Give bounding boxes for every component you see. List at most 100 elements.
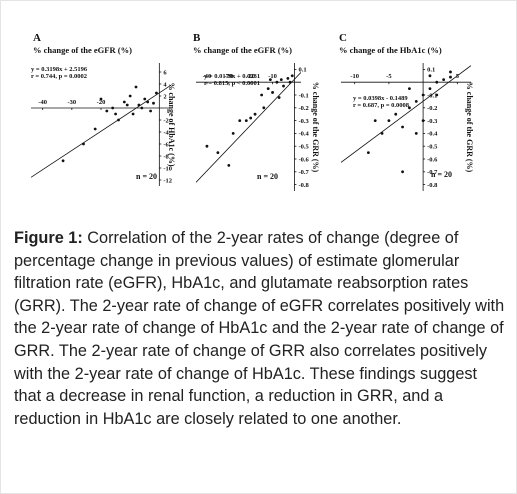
data-point [137, 103, 141, 107]
data-point [125, 103, 129, 107]
data-point [421, 119, 425, 122]
panel-letter: B [193, 32, 201, 44]
x-tick-label: -30 [224, 73, 233, 80]
data-point [205, 144, 209, 148]
data-point [105, 109, 109, 113]
data-point [414, 132, 418, 135]
data-point [428, 74, 432, 78]
data-point [266, 87, 270, 90]
x-axis-label: % change of the eGFR (%) [33, 45, 132, 55]
sample-size: n = 20 [257, 172, 278, 181]
y-tick-label: -0.5 [427, 144, 438, 151]
data-point [249, 116, 253, 120]
x-tick-label: -5 [386, 73, 392, 80]
data-point [282, 84, 285, 88]
regression-stats: r = 0.744, p = 0.0002 [31, 73, 87, 80]
y-tick-label: 2 [163, 93, 166, 100]
data-point [275, 80, 279, 84]
sample-size: n = 20 [136, 172, 157, 181]
y-tick-label: -0.7 [298, 169, 309, 176]
data-point [401, 125, 404, 129]
data-point [279, 78, 283, 82]
y-tick-label: -0.4 [298, 131, 309, 138]
data-point [366, 151, 370, 155]
y-tick-label: -0.3 [427, 118, 438, 125]
y-tick-label: -0.7 [427, 169, 438, 176]
sample-size: n = 20 [431, 170, 452, 179]
data-point [408, 106, 411, 110]
y-axis-label: % change of the GRR (%) [311, 82, 320, 173]
y-tick-label: -0.3 [298, 118, 309, 125]
data-point [435, 80, 439, 84]
y-tick-label: 6 [163, 69, 167, 76]
x-axis-label: % change of the HbA1c (%) [339, 45, 442, 55]
y-tick-label: -6 [163, 141, 169, 148]
data-point [449, 70, 452, 74]
caption-label: Figure 1: [14, 229, 83, 247]
y-tick-label: -0.2 [427, 105, 437, 112]
data-point [114, 112, 117, 116]
data-point [260, 93, 264, 97]
y-tick-label: -10 [163, 165, 172, 172]
regression-line [341, 65, 471, 163]
regression-equation: y = 0.0179x + 0.0231 [204, 73, 260, 80]
data-point [414, 100, 418, 103]
data-point [128, 94, 132, 98]
regression-line [31, 84, 171, 178]
y-axis-label: % change of HbA1c (%) [167, 83, 176, 167]
panel-letter: C [339, 32, 347, 44]
data-point [277, 96, 281, 99]
x-tick-label: -10 [268, 73, 277, 80]
regression-stats: r = 0.687, p = 0.0008 [353, 102, 410, 109]
y-tick-label: -2 [163, 117, 168, 124]
data-point [143, 97, 147, 101]
data-point [286, 76, 290, 80]
y-tick-label: -4 [163, 129, 169, 136]
y-tick-label: 0.1 [427, 67, 435, 74]
data-point [408, 87, 411, 90]
y-tick-label: -0.1 [427, 92, 437, 99]
data-point [442, 78, 446, 82]
data-point [380, 132, 384, 135]
y-tick-label: -0.5 [298, 144, 309, 151]
data-point [227, 164, 231, 167]
data-point [216, 151, 220, 155]
x-tick-label: -30 [67, 99, 76, 106]
y-tick-label: -12 [163, 177, 172, 184]
data-point [231, 132, 235, 135]
data-point [394, 112, 398, 116]
figure-caption: Figure 1: Correlation of the 2-year rate… [14, 227, 508, 430]
regression-line [196, 72, 301, 183]
data-point [268, 78, 272, 82]
data-point [99, 97, 103, 101]
data-point [82, 142, 85, 146]
regression-equation: y = 0.0398x - 0.1489 [353, 95, 408, 102]
y-axis-label: % change of the GRR (%) [465, 82, 474, 173]
x-tick-label: -20 [97, 99, 106, 106]
data-point [435, 93, 439, 97]
data-point [93, 127, 97, 131]
data-point [290, 74, 294, 78]
x-tick-label: -20 [246, 73, 255, 80]
data-point [253, 112, 257, 116]
data-point [288, 80, 292, 84]
x-tick-label: -40 [203, 73, 212, 80]
y-tick-label: 0.1 [298, 67, 306, 74]
y-tick-label: -0.1 [298, 92, 308, 99]
y-tick-label: -0.8 [298, 182, 309, 189]
data-point [421, 93, 425, 97]
y-tick-label: -0.4 [427, 131, 438, 138]
data-point [131, 112, 135, 116]
data-point [117, 118, 120, 122]
y-tick-label: -8 [163, 153, 169, 160]
data-point [449, 75, 452, 79]
data-point [401, 170, 404, 174]
regression-stats: r = 0.815, p < 0.0001 [204, 80, 260, 87]
data-point [122, 100, 126, 104]
y-tick-label: 4 [163, 81, 167, 88]
figure-charts: A% change of the eGFR (%)% change of HbA… [31, 32, 474, 191]
data-point [428, 87, 432, 90]
regression-equation: y = 0.3198x + 2.5196 [31, 66, 88, 73]
data-point [373, 119, 377, 122]
